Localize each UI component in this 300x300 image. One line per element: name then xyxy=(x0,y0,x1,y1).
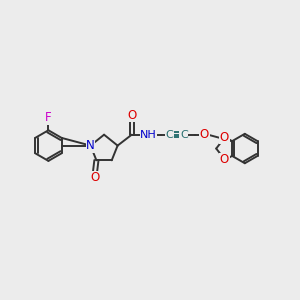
Text: F: F xyxy=(45,111,52,124)
Text: N: N xyxy=(86,139,95,152)
Text: O: O xyxy=(90,171,100,184)
Text: O: O xyxy=(220,130,229,144)
Text: O: O xyxy=(200,128,209,141)
Text: C: C xyxy=(180,130,188,140)
Text: C: C xyxy=(165,130,173,140)
Text: O: O xyxy=(127,109,136,122)
Text: O: O xyxy=(220,153,229,167)
Text: NH: NH xyxy=(140,130,157,140)
